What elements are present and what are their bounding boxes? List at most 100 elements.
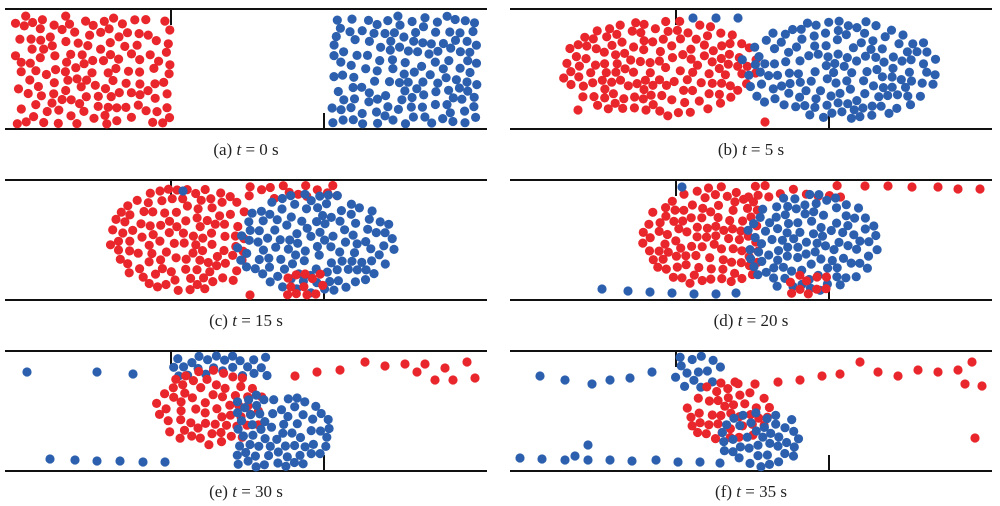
particle <box>843 221 853 231</box>
particle <box>151 36 161 46</box>
particle <box>51 65 61 75</box>
particle <box>645 68 655 78</box>
particle <box>871 230 881 241</box>
particle <box>420 359 430 369</box>
particle <box>300 269 310 279</box>
particle <box>629 42 639 52</box>
particle <box>820 28 831 38</box>
particle <box>116 207 126 217</box>
particle <box>816 254 826 264</box>
particle <box>754 52 764 62</box>
particle <box>661 62 671 73</box>
particle <box>445 27 455 37</box>
particle <box>723 59 733 69</box>
particle <box>247 420 257 430</box>
particle <box>841 200 851 210</box>
particle <box>715 98 726 108</box>
particle <box>645 233 655 243</box>
particle <box>203 257 213 268</box>
particle <box>930 70 940 80</box>
particle <box>817 231 828 241</box>
particle <box>744 70 754 80</box>
particle <box>970 433 980 443</box>
particle <box>135 79 145 89</box>
particle <box>37 15 48 25</box>
particle <box>834 237 844 247</box>
particle <box>301 181 311 191</box>
particle <box>686 412 696 422</box>
particle <box>756 462 766 472</box>
particle <box>808 229 819 239</box>
particle <box>306 196 316 206</box>
particle <box>864 237 874 247</box>
particle <box>21 117 31 127</box>
particle <box>138 457 148 467</box>
particle <box>221 420 232 430</box>
particle <box>442 100 452 110</box>
particle <box>173 285 183 295</box>
particle <box>654 56 664 66</box>
particle <box>169 362 179 372</box>
particle <box>869 221 879 231</box>
particle <box>113 245 124 255</box>
particle <box>735 442 745 452</box>
particle <box>853 203 864 213</box>
particle <box>830 58 840 69</box>
particle <box>438 64 448 74</box>
particle <box>784 88 794 98</box>
particle <box>161 279 171 290</box>
particle <box>351 218 361 228</box>
particle <box>805 110 815 120</box>
particle <box>715 362 725 372</box>
particle <box>883 90 893 101</box>
particle <box>388 64 398 74</box>
particle <box>706 207 716 217</box>
particle <box>697 213 707 223</box>
particle <box>750 42 760 52</box>
particle <box>710 190 720 200</box>
particle <box>326 212 336 222</box>
particle <box>168 383 178 393</box>
particle <box>237 373 247 383</box>
particle <box>849 105 859 115</box>
particle <box>438 38 448 49</box>
particle <box>725 39 735 49</box>
particle <box>837 107 847 117</box>
particle <box>433 78 443 88</box>
particle <box>272 215 282 225</box>
particle <box>716 182 726 192</box>
panel-e-diagram <box>5 350 487 472</box>
particle <box>788 451 799 461</box>
particle <box>677 273 687 283</box>
particle <box>610 98 620 108</box>
particle <box>192 265 202 275</box>
particle <box>852 23 862 33</box>
particle <box>646 90 656 100</box>
particle <box>264 253 274 263</box>
particle <box>789 442 799 452</box>
particle <box>49 20 59 30</box>
particle <box>907 182 917 192</box>
particle <box>138 272 148 282</box>
particle <box>249 368 259 378</box>
particle <box>186 418 196 428</box>
particle <box>298 459 308 469</box>
particle <box>236 416 247 426</box>
particle <box>292 419 302 429</box>
particle <box>455 63 465 73</box>
particle <box>669 76 679 87</box>
particle <box>783 242 793 252</box>
particle <box>742 432 752 442</box>
particle <box>371 228 381 238</box>
particle <box>718 255 728 265</box>
particle <box>145 50 155 60</box>
particle <box>713 200 724 210</box>
particle <box>876 101 886 111</box>
particle <box>225 192 235 202</box>
particle <box>811 20 821 30</box>
particle <box>328 118 338 128</box>
particle <box>745 245 755 255</box>
particle <box>696 78 706 88</box>
particle <box>417 61 427 71</box>
particle <box>218 273 228 283</box>
